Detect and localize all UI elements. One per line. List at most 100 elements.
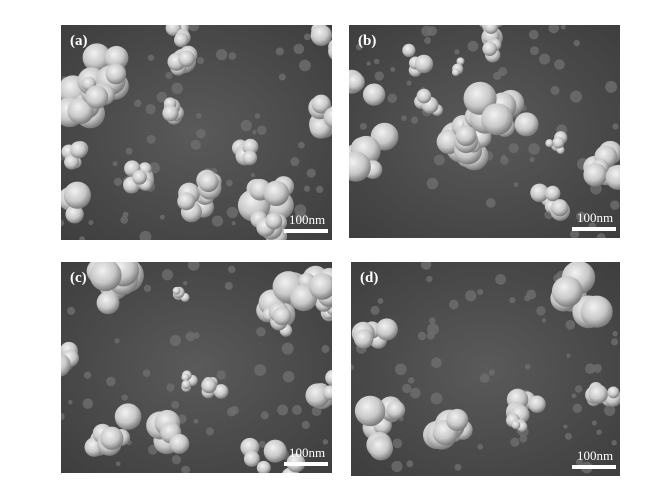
particle (181, 373, 190, 382)
grain (106, 376, 116, 387)
grain (88, 220, 94, 226)
grain (142, 369, 151, 377)
grain (408, 377, 415, 384)
grain (611, 338, 619, 346)
grain (488, 369, 495, 376)
grain (510, 437, 520, 447)
grain (146, 134, 156, 144)
grain (120, 216, 129, 224)
grain (387, 93, 398, 104)
particle (514, 112, 539, 137)
particle (100, 426, 124, 450)
grain (406, 80, 412, 86)
grain (486, 198, 496, 208)
particle (89, 262, 122, 292)
panel-label: (b) (358, 33, 376, 49)
grain (315, 185, 324, 194)
grain (529, 46, 539, 56)
particle (305, 383, 330, 408)
particle (552, 136, 565, 149)
grain (454, 463, 462, 471)
grain (148, 162, 160, 174)
grain (479, 373, 490, 383)
particle (70, 141, 88, 159)
particle (263, 439, 287, 463)
grain (226, 179, 233, 187)
particle (580, 295, 613, 328)
particle (446, 408, 469, 431)
grain (190, 139, 201, 150)
particle (402, 43, 416, 58)
grain (61, 412, 65, 421)
grain (240, 119, 253, 132)
particle (482, 41, 497, 57)
particle (172, 286, 181, 295)
particle (181, 380, 191, 389)
micrograph-panel: (d) 100nm (351, 262, 620, 476)
grain (591, 420, 597, 426)
particle (82, 43, 112, 72)
grain (226, 206, 239, 219)
grain (409, 387, 421, 399)
particle (551, 199, 569, 217)
grain (449, 299, 459, 310)
grain (431, 357, 442, 369)
grain (185, 331, 196, 342)
particle (325, 369, 332, 386)
grain (424, 37, 432, 45)
grain (498, 66, 508, 77)
particle (362, 83, 386, 106)
grain (410, 116, 419, 124)
grain (193, 332, 200, 339)
grain (585, 363, 596, 374)
grain (211, 215, 224, 227)
grain (187, 25, 200, 32)
grain (426, 177, 439, 190)
grain (596, 429, 602, 435)
particle (386, 400, 406, 420)
grain (548, 25, 560, 34)
particles (61, 25, 332, 240)
particle (511, 420, 521, 430)
particle (263, 180, 289, 207)
particle (349, 72, 365, 92)
grain (495, 274, 507, 285)
grain (134, 99, 142, 108)
grain (575, 458, 584, 466)
grain (143, 284, 152, 292)
grain (550, 85, 560, 95)
grain (572, 403, 582, 414)
particle (256, 460, 271, 473)
grain (536, 306, 546, 316)
grain (115, 461, 121, 467)
particle (607, 386, 620, 399)
grain (391, 460, 403, 473)
grain (566, 353, 571, 358)
grain (592, 363, 602, 373)
scale-bar (284, 462, 328, 466)
grain (121, 394, 128, 401)
grain (565, 319, 576, 330)
grain (257, 125, 267, 135)
grain (114, 338, 120, 344)
scale-bar (572, 465, 616, 469)
particles (61, 262, 332, 473)
particle (451, 68, 460, 77)
grain (182, 280, 188, 286)
grain (500, 154, 507, 161)
grain (359, 122, 367, 130)
grain (605, 80, 618, 93)
grain (275, 47, 284, 56)
particle (96, 291, 120, 315)
particle (456, 57, 465, 66)
grain (187, 262, 200, 271)
particle (308, 273, 332, 300)
particle (545, 139, 554, 148)
grain (612, 123, 619, 130)
particle (416, 88, 432, 104)
grain (226, 407, 237, 417)
grain (278, 73, 286, 81)
grain (250, 172, 256, 178)
grain (297, 141, 305, 149)
